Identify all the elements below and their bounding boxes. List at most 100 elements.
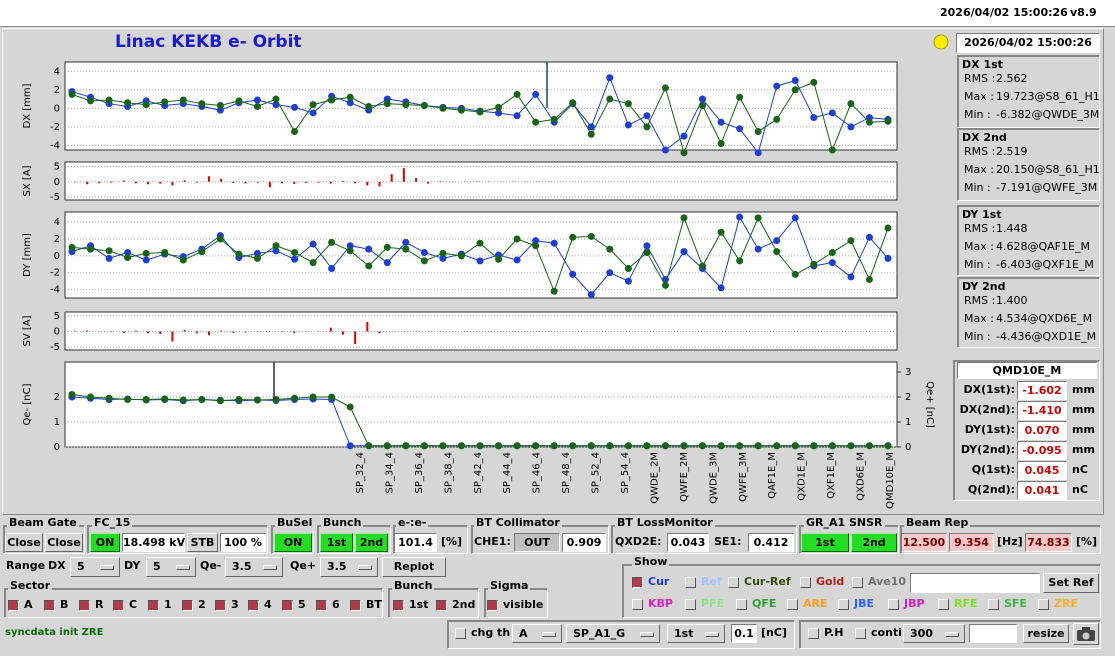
checkbox[interactable] [8, 600, 19, 611]
checkbox[interactable] [182, 600, 193, 611]
checkbox[interactable] [632, 599, 643, 610]
checkbox[interactable] [988, 599, 999, 610]
button[interactable]: Replot [382, 557, 446, 577]
bar [207, 331, 210, 336]
checkbox[interactable] [838, 599, 849, 610]
checkbox-label[interactable]: KBP [648, 597, 673, 610]
dropdown[interactable]: 5 [70, 557, 120, 577]
state[interactable]: 2nd [851, 533, 897, 552]
checkbox-label[interactable]: C [129, 598, 138, 611]
checkbox-label[interactable]: 2nd [452, 598, 476, 611]
button[interactable]: Set Ref [1043, 573, 1099, 593]
camera-button[interactable] [1073, 623, 1099, 645]
data-point [884, 117, 892, 125]
state[interactable]: 1st [801, 533, 849, 552]
button[interactable]: Close [5, 533, 43, 552]
checkbox[interactable] [685, 599, 696, 610]
state[interactable]: 1st [320, 533, 353, 552]
checkbox-label[interactable]: QFE [752, 597, 777, 610]
checkbox-label[interactable]: ZRE [1054, 597, 1078, 610]
value-box: 0.412 [748, 533, 794, 552]
y-tick-label: 2 [54, 234, 60, 245]
state[interactable]: ON [274, 533, 312, 552]
data-point [235, 97, 243, 105]
checkbox-label[interactable]: P.H [824, 626, 844, 639]
checkbox-label[interactable]: Ave10 [868, 575, 907, 588]
checkbox[interactable] [808, 628, 819, 639]
checkbox-label[interactable]: B [60, 598, 69, 611]
checkbox[interactable] [685, 577, 696, 588]
checkbox[interactable] [455, 628, 466, 639]
checkbox-label[interactable]: 6 [332, 598, 340, 611]
dropdown[interactable]: 300 [903, 624, 965, 643]
checkbox-label[interactable]: chg th [471, 626, 511, 639]
bar [281, 181, 284, 184]
dropdown[interactable]: 1st [667, 624, 725, 643]
button[interactable]: STB [187, 533, 218, 552]
text-input[interactable] [910, 573, 1040, 593]
checkbox-label[interactable]: conti [871, 626, 902, 639]
checkbox[interactable] [632, 577, 643, 588]
checkbox-label[interactable]: SFE [1004, 597, 1027, 610]
checkbox[interactable] [215, 600, 226, 611]
checkbox[interactable] [852, 577, 863, 588]
checkbox-label[interactable]: visible [503, 598, 544, 611]
checkbox[interactable] [487, 600, 498, 611]
checkbox[interactable] [938, 599, 949, 610]
monitor-name: QMD10E_M [957, 362, 1097, 379]
checkbox-label[interactable]: 3 [231, 598, 239, 611]
checkbox-label[interactable]: Cur-Ref [744, 575, 791, 588]
checkbox-label[interactable]: 1 [164, 598, 172, 611]
checkbox[interactable] [248, 600, 259, 611]
checkbox[interactable] [728, 577, 739, 588]
checkbox[interactable] [736, 599, 747, 610]
checkbox[interactable] [148, 600, 159, 611]
checkbox[interactable] [787, 599, 798, 610]
checkbox[interactable] [888, 599, 899, 610]
checkbox[interactable] [393, 600, 404, 611]
checkbox[interactable] [855, 628, 866, 639]
data-point [736, 93, 744, 101]
checkbox-label[interactable]: 4 [264, 598, 272, 611]
checkbox-label[interactable]: Gold [816, 575, 845, 588]
checkbox[interactable] [316, 600, 327, 611]
text-input[interactable] [969, 624, 1017, 643]
data-point [791, 442, 799, 450]
checkbox-label[interactable]: PFE [701, 597, 725, 610]
value-box: 0.909 [562, 533, 606, 552]
text-input[interactable]: 0.1 [731, 624, 757, 643]
checkbox[interactable] [113, 600, 124, 611]
button[interactable]: resize [1023, 624, 1069, 643]
data-point [253, 396, 261, 404]
dropdown[interactable]: A [512, 624, 562, 643]
checkbox-label[interactable]: 2 [198, 598, 206, 611]
checkbox-label[interactable]: ARE [803, 597, 828, 610]
checkbox[interactable] [436, 600, 447, 611]
checkbox-label[interactable]: BT [366, 598, 382, 611]
checkbox[interactable] [800, 577, 811, 588]
checkbox[interactable] [282, 600, 293, 611]
checkbox-label[interactable]: 1st [409, 598, 429, 611]
checkbox-label[interactable]: JBP [904, 597, 925, 610]
checkbox[interactable] [79, 600, 90, 611]
data-point [87, 393, 95, 401]
checkbox-label[interactable]: A [24, 598, 33, 611]
checkbox-label[interactable]: Cur [648, 575, 670, 588]
checkbox-label[interactable]: 5 [298, 598, 306, 611]
dropdown[interactable]: 3.5 [225, 557, 283, 577]
dropdown[interactable]: SP_A1_G [566, 624, 660, 643]
dropdown[interactable]: 5 [146, 557, 196, 577]
data-point [865, 233, 873, 241]
plot-area [64, 311, 898, 351]
checkbox-label[interactable]: R [95, 598, 104, 611]
checkbox[interactable] [350, 600, 361, 611]
dropdown[interactable]: 3.5 [320, 557, 378, 577]
checkbox-label[interactable]: JBE [854, 597, 874, 610]
checkbox[interactable] [44, 600, 55, 611]
x-tick-label: SP_48_4 [561, 452, 572, 493]
button[interactable]: Close [45, 533, 83, 552]
checkbox[interactable] [1038, 599, 1049, 610]
checkbox-label[interactable]: Ref [701, 575, 722, 588]
state[interactable]: 2nd [355, 533, 388, 552]
checkbox-label[interactable]: RFE [954, 597, 978, 610]
